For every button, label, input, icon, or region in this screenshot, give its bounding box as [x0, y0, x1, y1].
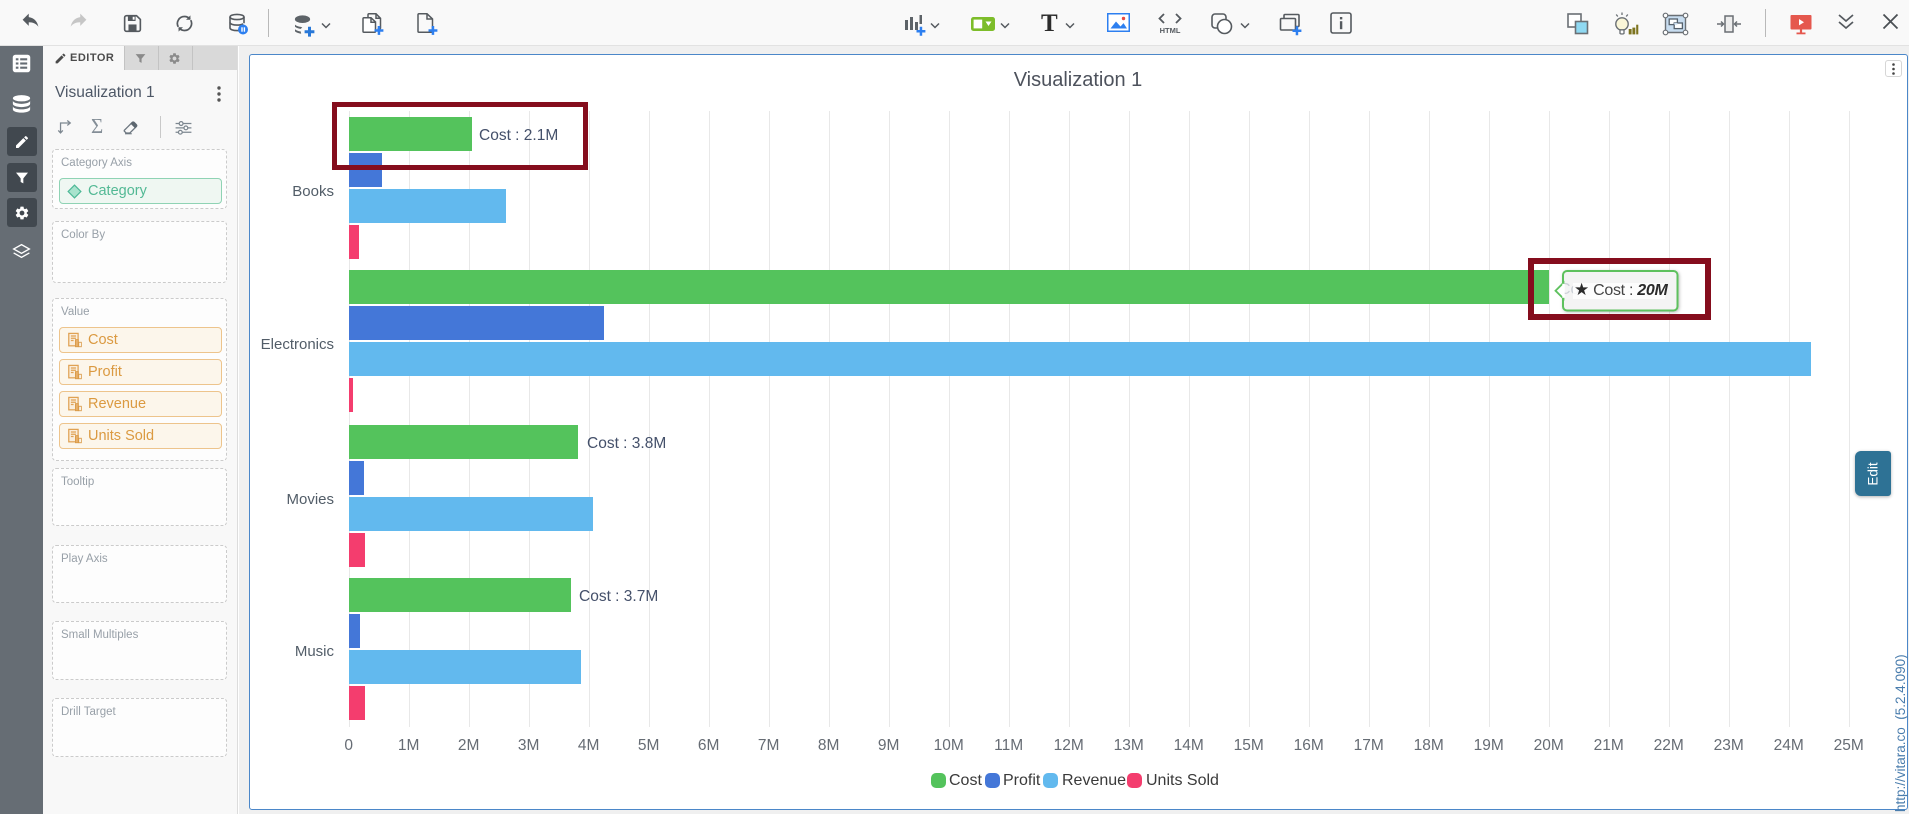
svg-text:HTML: HTML — [1160, 26, 1181, 34]
